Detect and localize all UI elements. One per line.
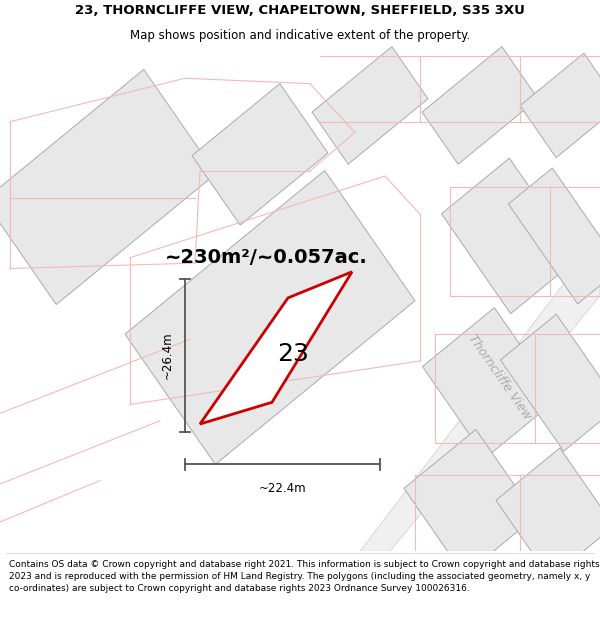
- Text: 23, THORNCLIFFE VIEW, CHAPELTOWN, SHEFFIELD, S35 3XU: 23, THORNCLIFFE VIEW, CHAPELTOWN, SHEFFI…: [75, 4, 525, 16]
- Text: Contains OS data © Crown copyright and database right 2021. This information is : Contains OS data © Crown copyright and d…: [9, 560, 599, 592]
- Polygon shape: [500, 314, 600, 451]
- Text: ~26.4m: ~26.4m: [161, 332, 173, 379]
- Polygon shape: [422, 308, 557, 458]
- Polygon shape: [520, 53, 600, 158]
- Text: 23: 23: [277, 342, 309, 366]
- Polygon shape: [125, 171, 415, 464]
- Polygon shape: [0, 69, 216, 304]
- Polygon shape: [442, 158, 578, 314]
- Text: Map shows position and indicative extent of the property.: Map shows position and indicative extent…: [130, 29, 470, 42]
- Polygon shape: [508, 168, 600, 304]
- Polygon shape: [192, 84, 328, 225]
- Text: Thorncliffe View: Thorncliffe View: [466, 332, 534, 422]
- Text: ~22.4m: ~22.4m: [259, 482, 307, 494]
- Polygon shape: [404, 429, 536, 575]
- Polygon shape: [496, 448, 600, 579]
- Polygon shape: [200, 272, 352, 424]
- Polygon shape: [360, 236, 600, 551]
- Text: ~230m²/~0.057ac.: ~230m²/~0.057ac.: [165, 248, 368, 267]
- Polygon shape: [312, 47, 428, 164]
- Polygon shape: [422, 47, 538, 164]
